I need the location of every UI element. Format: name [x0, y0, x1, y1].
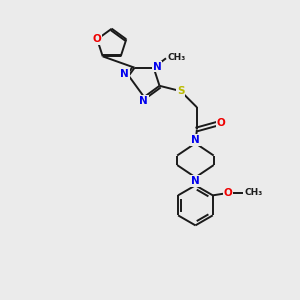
Text: S: S — [177, 86, 184, 96]
Text: O: O — [216, 118, 225, 128]
Text: N: N — [153, 61, 161, 71]
Text: O: O — [93, 34, 101, 44]
Text: CH₃: CH₃ — [244, 188, 263, 197]
Text: N: N — [191, 176, 200, 186]
Text: N: N — [139, 96, 148, 106]
Text: CH₃: CH₃ — [167, 53, 186, 62]
Text: N: N — [120, 69, 129, 79]
Text: N: N — [191, 135, 200, 145]
Text: O: O — [224, 188, 233, 198]
